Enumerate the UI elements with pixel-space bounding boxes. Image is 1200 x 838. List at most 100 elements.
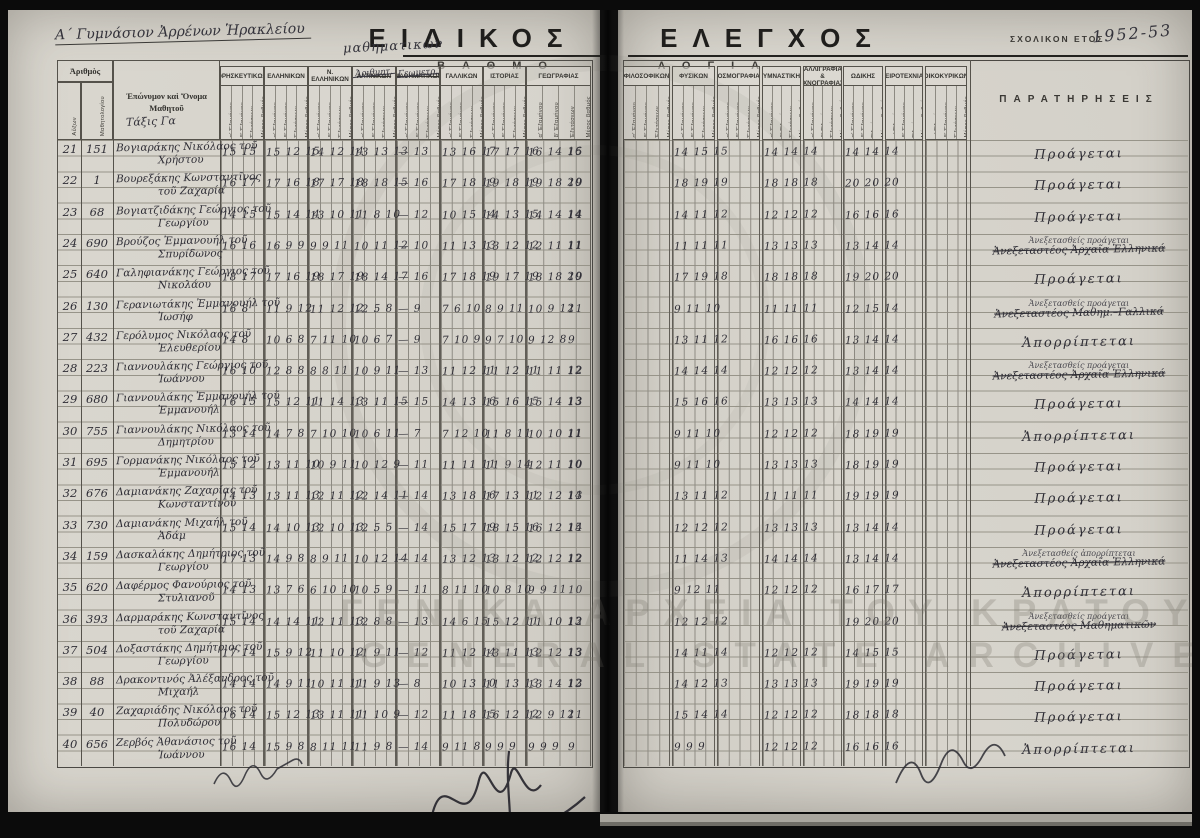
- grade-column-grid: [672, 140, 715, 766]
- subcolumn-label: Μέσος βαθμός: [921, 96, 922, 138]
- subject-header: ΛΑΤΙΝΙΚΩΝ: [352, 66, 396, 86]
- grade-cluster: 13 14: [221, 427, 258, 441]
- grade-cluster: 13 13 13: [763, 677, 819, 691]
- grade-cluster: 9 7 10: [484, 333, 525, 347]
- grade-cluster: 14: [567, 521, 584, 534]
- grade-cluster: 12 8 8: [265, 364, 306, 378]
- subcolumn-cell: α′ Ἑξαμήνου: [221, 86, 231, 139]
- grade-cluster: 16 8: [221, 302, 250, 315]
- auxon-label: Αὔξων: [72, 117, 78, 136]
- subcolumn-label: Μέσος βαθμός: [666, 95, 669, 138]
- grade-cluster: 8 9 11: [484, 301, 525, 316]
- grade-cluster: 16 15: [221, 395, 258, 409]
- grade-cluster: 13: [567, 646, 584, 659]
- grade-column-grid: [925, 140, 967, 766]
- subcolumn-cell: Μέσος βαθμός: [384, 86, 395, 139]
- grade-cluster: 14 9 8: [265, 552, 306, 566]
- grade-cluster: 13 11 12: [673, 333, 729, 347]
- grade-cluster: 14 15 15: [844, 646, 900, 660]
- subcolumn-cell: α′ Ἑξαμήνου: [718, 86, 728, 139]
- grade-cluster: 13 11 12: [673, 489, 729, 504]
- subcolumn-label: Μέσος βαθμός: [840, 96, 841, 138]
- subcolumn-cell: Ἐξετάσεων: [822, 86, 832, 139]
- grade-cluster: 12: [567, 552, 584, 566]
- scan-edge-left: [0, 0, 8, 838]
- subcolumn-cell: α′ Ἑξαμήνου: [397, 86, 407, 139]
- title-rule-right: [628, 55, 1188, 57]
- grade-cluster: — 14: [397, 521, 430, 535]
- subcolumn-cell: β′ Ἑξαμήνου: [935, 86, 946, 139]
- grade-cluster: 11: [567, 427, 584, 440]
- subcolumn-cell: Ἐξετάσεων: [461, 86, 472, 139]
- grade-cluster: 9 9 11: [527, 583, 568, 597]
- grade-cluster: — 16: [397, 270, 430, 284]
- subcolumn-cell: α′ Ἑξαμήνου: [624, 86, 634, 139]
- grade-cluster: 8 8 11: [309, 364, 350, 378]
- grade-cluster: 16 17 17: [844, 583, 900, 597]
- grade-cluster: 7 12 10: [441, 427, 490, 441]
- grade-cluster: 15 14 14: [673, 708, 729, 723]
- student-patronymic: Ἰωάννου: [157, 748, 205, 762]
- column-line: [113, 140, 114, 766]
- grade-cluster: 7 6 10: [441, 301, 482, 316]
- grade-cluster: 16 16: [221, 239, 258, 253]
- left-table-border: [57, 60, 593, 768]
- grade-cluster: 12 12 12: [673, 614, 729, 629]
- subject-header: ΓΥΜΝΑΣΤΙΚΗΣ: [762, 66, 801, 86]
- grade-cluster: 12 15 14: [844, 301, 900, 316]
- grade-cluster: 10 6 8: [265, 333, 306, 347]
- grade-cluster: — 8: [397, 677, 422, 691]
- subcolumn-cell: β′ Ἑξαμήνου: [230, 86, 242, 139]
- school-year-label: ΣΧΟΛΙΚΟΝ ΕΤΟΣ: [1010, 34, 1105, 44]
- scan-edge-top: [0, 0, 1200, 10]
- grade-cluster: — 13: [397, 364, 430, 378]
- grade-column-grid: [264, 140, 308, 766]
- subcolumn-cell: Μέσος βαθμός: [514, 86, 525, 139]
- student-patronymic: Νικολάου: [157, 278, 212, 292]
- grade-cluster: 16 16 16: [844, 207, 900, 222]
- grade-cluster: 13 14 14: [844, 333, 900, 347]
- grade-cluster: 15: [567, 145, 584, 159]
- name-column-header: Ἐπώνυμον καὶ Ὄνομα Μαθητοῦ: [113, 60, 220, 140]
- grade-cluster: 14 13: [221, 489, 258, 503]
- grade-cluster: 6 10 10: [309, 583, 358, 597]
- grade-column-grid: [396, 140, 440, 766]
- grade-column-grid: [843, 140, 883, 766]
- subject-header: ΜΑΘΗΜΑΤΙΚΩΝ: [396, 66, 440, 86]
- grade-cluster: 15 15: [221, 145, 258, 159]
- mathitologiou-column-header: Μαθητολογίου: [81, 82, 113, 140]
- grade-cluster: 11 9 13: [353, 677, 402, 691]
- grade-cluster: 13: [567, 490, 584, 503]
- remark-reexam-note: Ἀνεξετασθείς προάγεται: [1028, 611, 1130, 621]
- grade-cluster: 10 5 9: [353, 583, 394, 597]
- student-patronymic: Ἰωσήφ: [157, 310, 193, 323]
- page-title-right: ΕΛΕΓΧΟΣ: [660, 23, 886, 53]
- grade-column-grid: [885, 140, 923, 766]
- grade-cluster: — 12: [397, 708, 430, 722]
- subcolumn-label: Μέσος βαθμός: [799, 96, 800, 138]
- grade-cluster: 17 13: [221, 552, 258, 566]
- grade-cluster: 11 11 11: [673, 239, 729, 253]
- grade-cluster: 13 13 13: [763, 458, 819, 472]
- grade-cluster: 13 14 14: [844, 364, 900, 378]
- student-patronymic: Γεωργίου: [157, 216, 209, 230]
- grade-cluster: 17 14: [221, 646, 258, 660]
- page-title-left: ΕΙΔΙΚΟΣ: [368, 23, 578, 53]
- grade-cluster: 14 14 14: [763, 552, 819, 566]
- subject-header: ΘΡΗΣΚΕΥΤΙΚΩΝ: [220, 66, 264, 86]
- subcolumn-cell: Ἐξετάσεων: [862, 86, 872, 139]
- student-patronymic: Πολυδώρου: [157, 716, 221, 730]
- subcolumn-cell: Ἐξετάσεων: [781, 86, 791, 139]
- column-line: [57, 140, 58, 766]
- subject-header: Ν. ΕΛΛΗΝΙΚΩΝ: [308, 66, 352, 86]
- grade-cluster: 14: [567, 208, 584, 221]
- subcolumn-cell: Ἐξετάσεων: [903, 86, 913, 139]
- grade-cluster: 10 6 11: [353, 427, 402, 441]
- student-patronymic: τοῦ Ζαχαρία: [157, 184, 226, 198]
